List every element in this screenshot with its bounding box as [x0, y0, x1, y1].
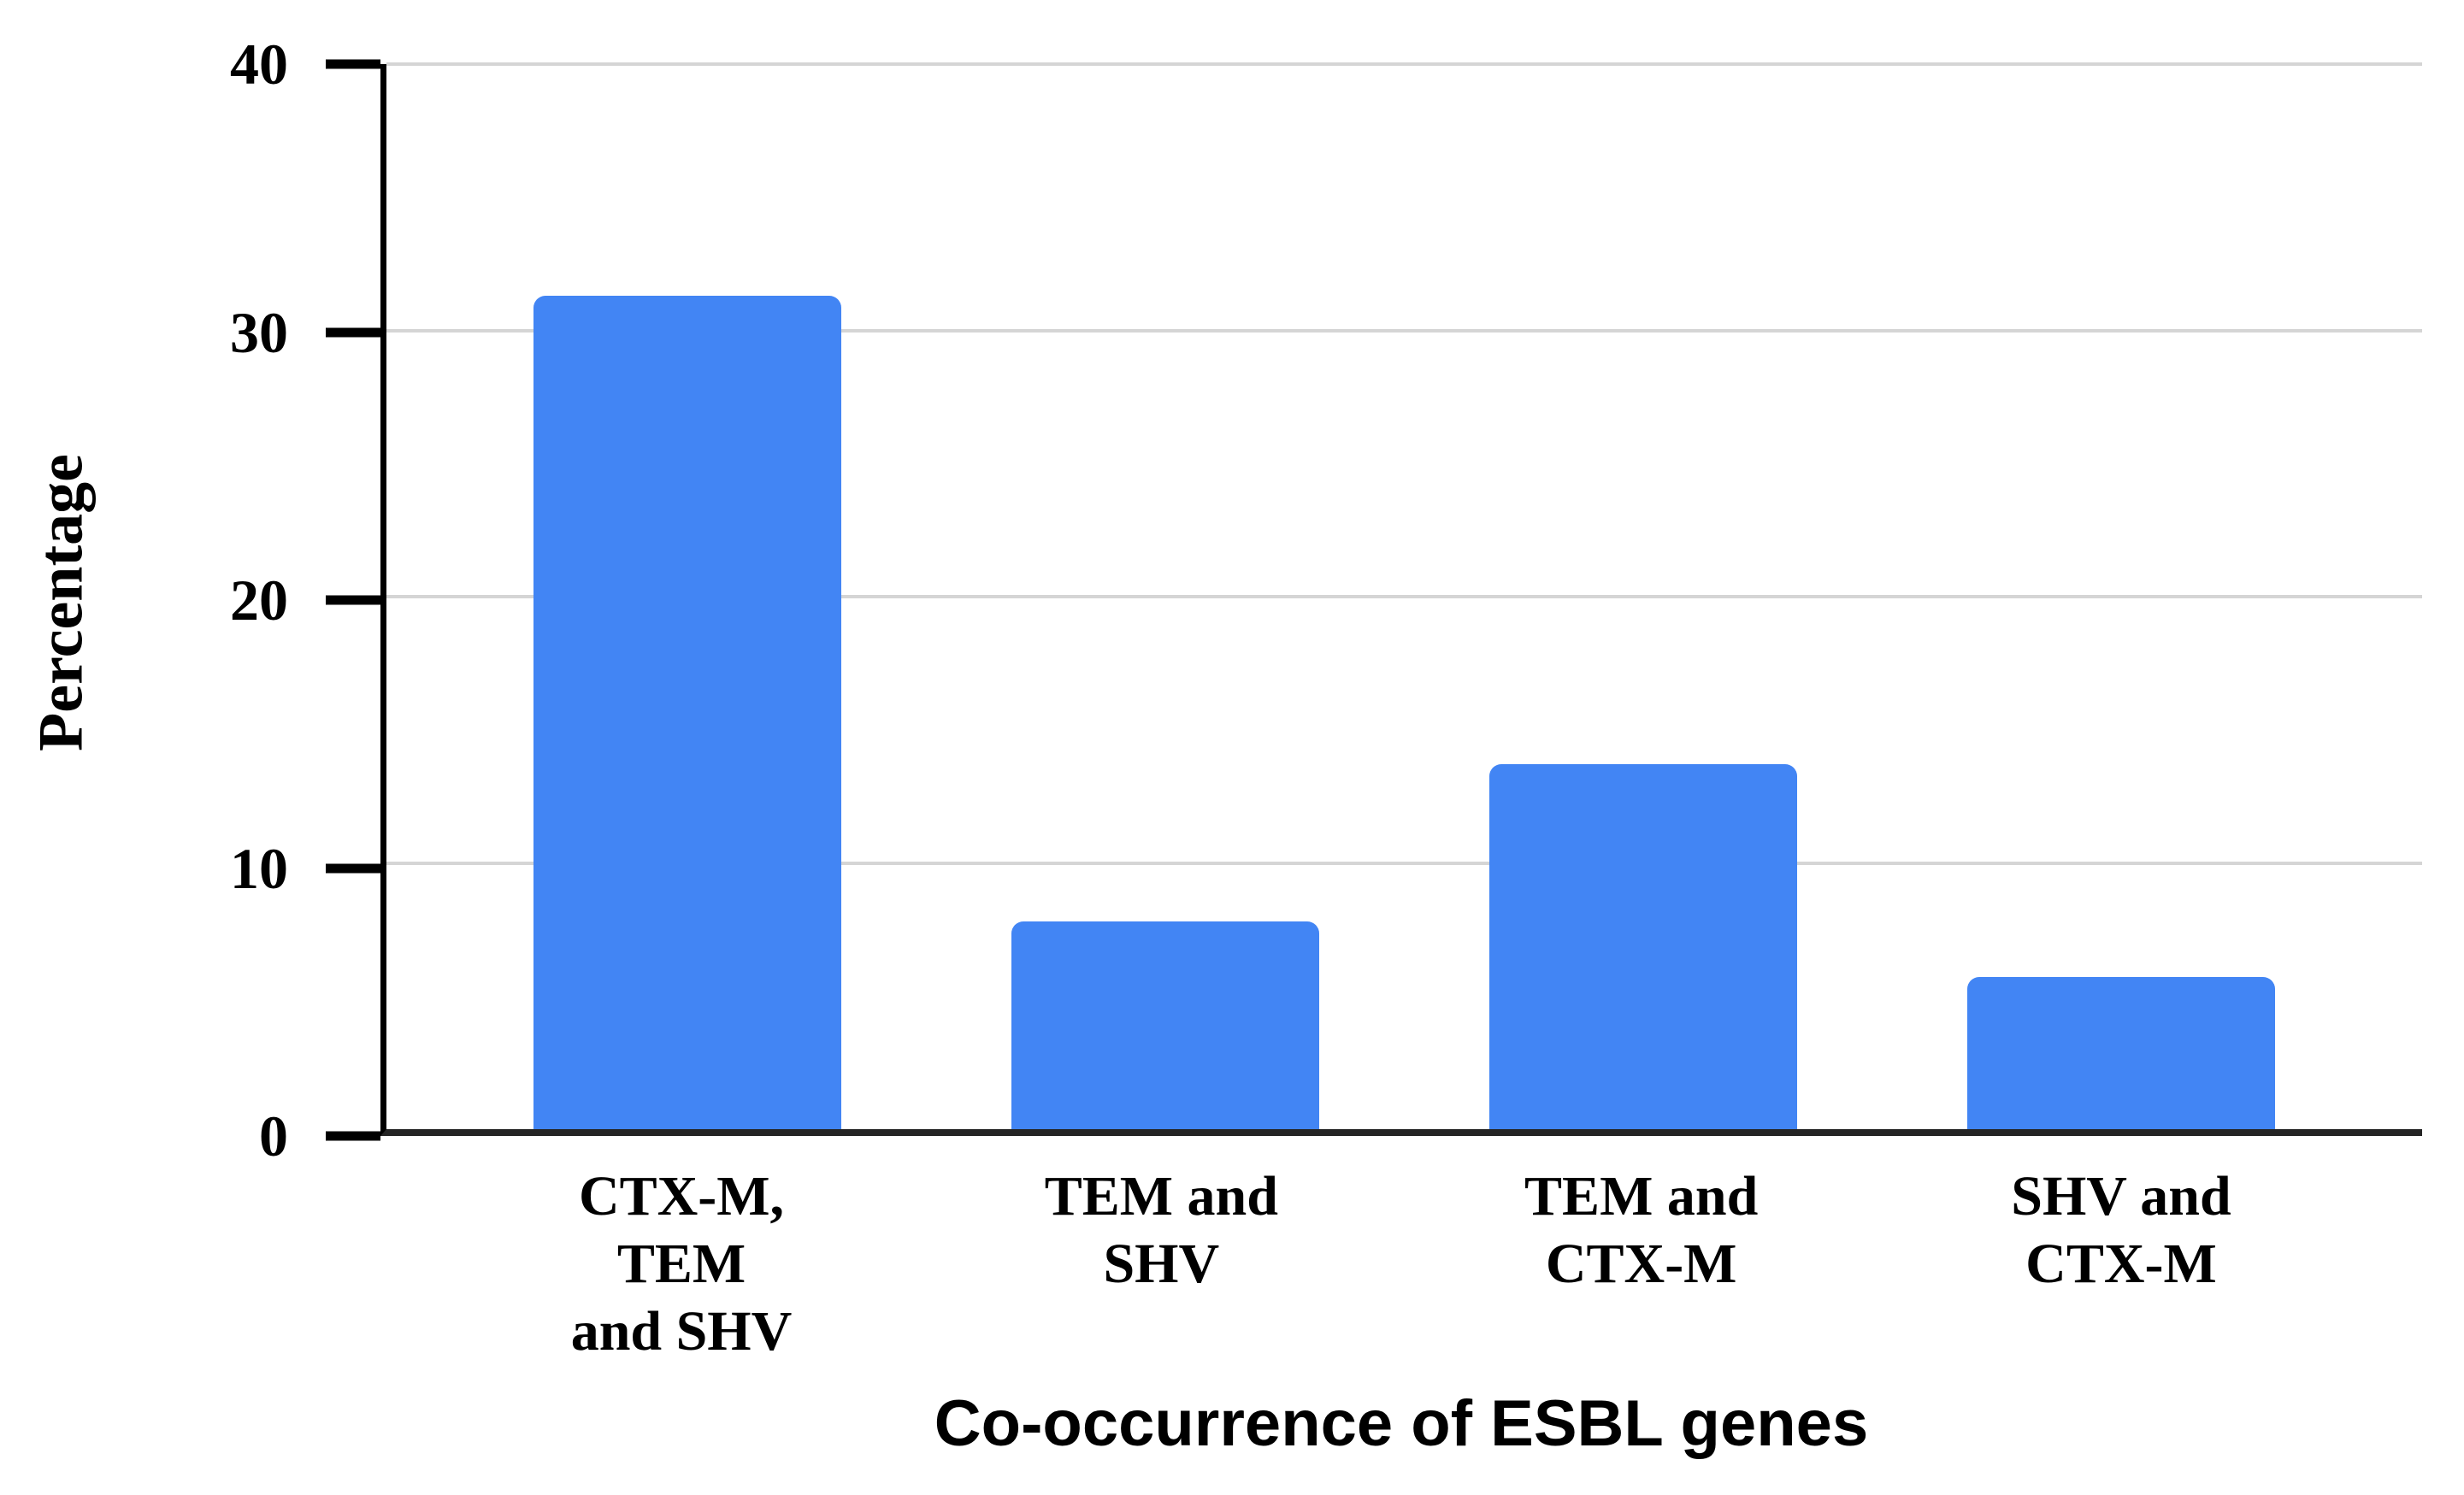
gridline-20: [386, 595, 2422, 598]
category-cell-2: TEM and SHV: [1007, 1162, 1315, 1366]
y-tick-label-10: 10: [230, 835, 288, 901]
y-tick-label-40: 40: [230, 32, 288, 97]
x-axis-title: Co-occurrence of ESBL genes: [934, 1387, 1869, 1460]
bar-2: [1011, 921, 1319, 1129]
category-cell-1: CTX-M, TEM and SHV: [528, 1162, 835, 1366]
y-tick-mark-0: [326, 1131, 380, 1141]
bar-1: [533, 296, 841, 1129]
bar-4: [1967, 977, 2275, 1129]
category-label-4: SHV and CTX-M: [2011, 1165, 2231, 1296]
gridline-40: [386, 62, 2422, 66]
category-label-1: CTX-M, TEM and SHV: [570, 1165, 793, 1363]
plot-area: [380, 62, 2422, 1136]
gridline-10: [386, 861, 2422, 865]
bar-3: [1489, 764, 1797, 1129]
y-tick-mark-10: [326, 863, 380, 873]
gridline-30: [386, 328, 2422, 333]
y-tick-mark-40: [326, 59, 380, 69]
category-cell-3: TEM and CTX-M: [1488, 1162, 1795, 1366]
y-axis: 0 10 20 30 40: [0, 35, 380, 1165]
bars-row: [386, 64, 2422, 1129]
y-tick-label-0: 0: [259, 1104, 288, 1168]
y-tick-label-20: 20: [230, 568, 288, 633]
category-cell-4: SHV and CTX-M: [1967, 1162, 2275, 1366]
y-tick-mark-20: [326, 595, 380, 605]
y-tick-mark-30: [326, 327, 380, 337]
category-label-2: TEM and SHV: [1044, 1165, 1278, 1296]
category-labels: CTX-M, TEM and SHV TEM and SHV TEM and CTX…: [380, 1162, 2422, 1366]
y-tick-label-30: 30: [230, 299, 288, 365]
category-label-3: TEM and CTX-M: [1524, 1165, 1759, 1296]
